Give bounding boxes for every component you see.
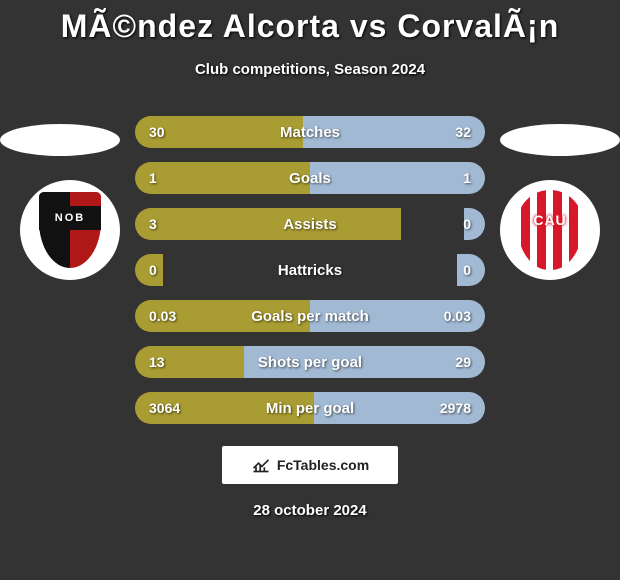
stat-label: Min per goal [195, 400, 425, 417]
stat-value-left: 0 [135, 262, 195, 278]
stats-container: 30Matches321Goals13Assists00Hattricks00.… [135, 116, 485, 424]
stat-value-left: 3 [135, 216, 195, 232]
stat-value-right: 29 [425, 354, 485, 370]
stat-value-left: 3064 [135, 400, 195, 416]
stat-row: 13Shots per goal29 [135, 346, 485, 378]
stat-row: 0Hattricks0 [135, 254, 485, 286]
stat-value-right: 0 [425, 216, 485, 232]
stat-label: Goals per match [195, 308, 425, 325]
stat-value-right: 0 [425, 262, 485, 278]
stat-label: Goals [195, 170, 425, 187]
stat-value-right: 32 [425, 124, 485, 140]
shield-icon: CAU [517, 190, 583, 270]
stat-row: 0.03Goals per match0.03 [135, 300, 485, 332]
stat-value-left: 13 [135, 354, 195, 370]
stat-row: 3064Min per goal2978 [135, 392, 485, 424]
chart-icon [251, 454, 271, 477]
team-abbrev-right: CAU [517, 212, 583, 228]
spotlight-right [500, 124, 620, 156]
page-subtitle: Club competitions, Season 2024 [0, 61, 620, 78]
stat-label: Hattricks [195, 262, 425, 279]
stat-row: 1Goals1 [135, 162, 485, 194]
team-badge-right: CAU [500, 180, 600, 280]
team-abbrev-left: NOB [39, 206, 101, 230]
page-title: MÃ©ndez Alcorta vs CorvalÃ¡n [0, 0, 620, 45]
stat-label: Assists [195, 216, 425, 233]
stat-value-left: 1 [135, 170, 195, 186]
stat-value-left: 30 [135, 124, 195, 140]
stat-row: 30Matches32 [135, 116, 485, 148]
stat-value-right: 0.03 [425, 308, 485, 324]
stat-row: 3Assists0 [135, 208, 485, 240]
brand-label: FcTables.com [277, 457, 369, 473]
date-stamp: 28 october 2024 [0, 502, 620, 519]
brand-watermark: FcTables.com [222, 446, 398, 484]
stat-value-right: 2978 [425, 400, 485, 416]
stat-label: Shots per goal [195, 354, 425, 371]
spotlight-left [0, 124, 120, 156]
stat-value-right: 1 [425, 170, 485, 186]
stat-label: Matches [195, 124, 425, 141]
shield-icon: NOB [39, 192, 101, 268]
stat-value-left: 0.03 [135, 308, 195, 324]
team-badge-left: NOB [20, 180, 120, 280]
